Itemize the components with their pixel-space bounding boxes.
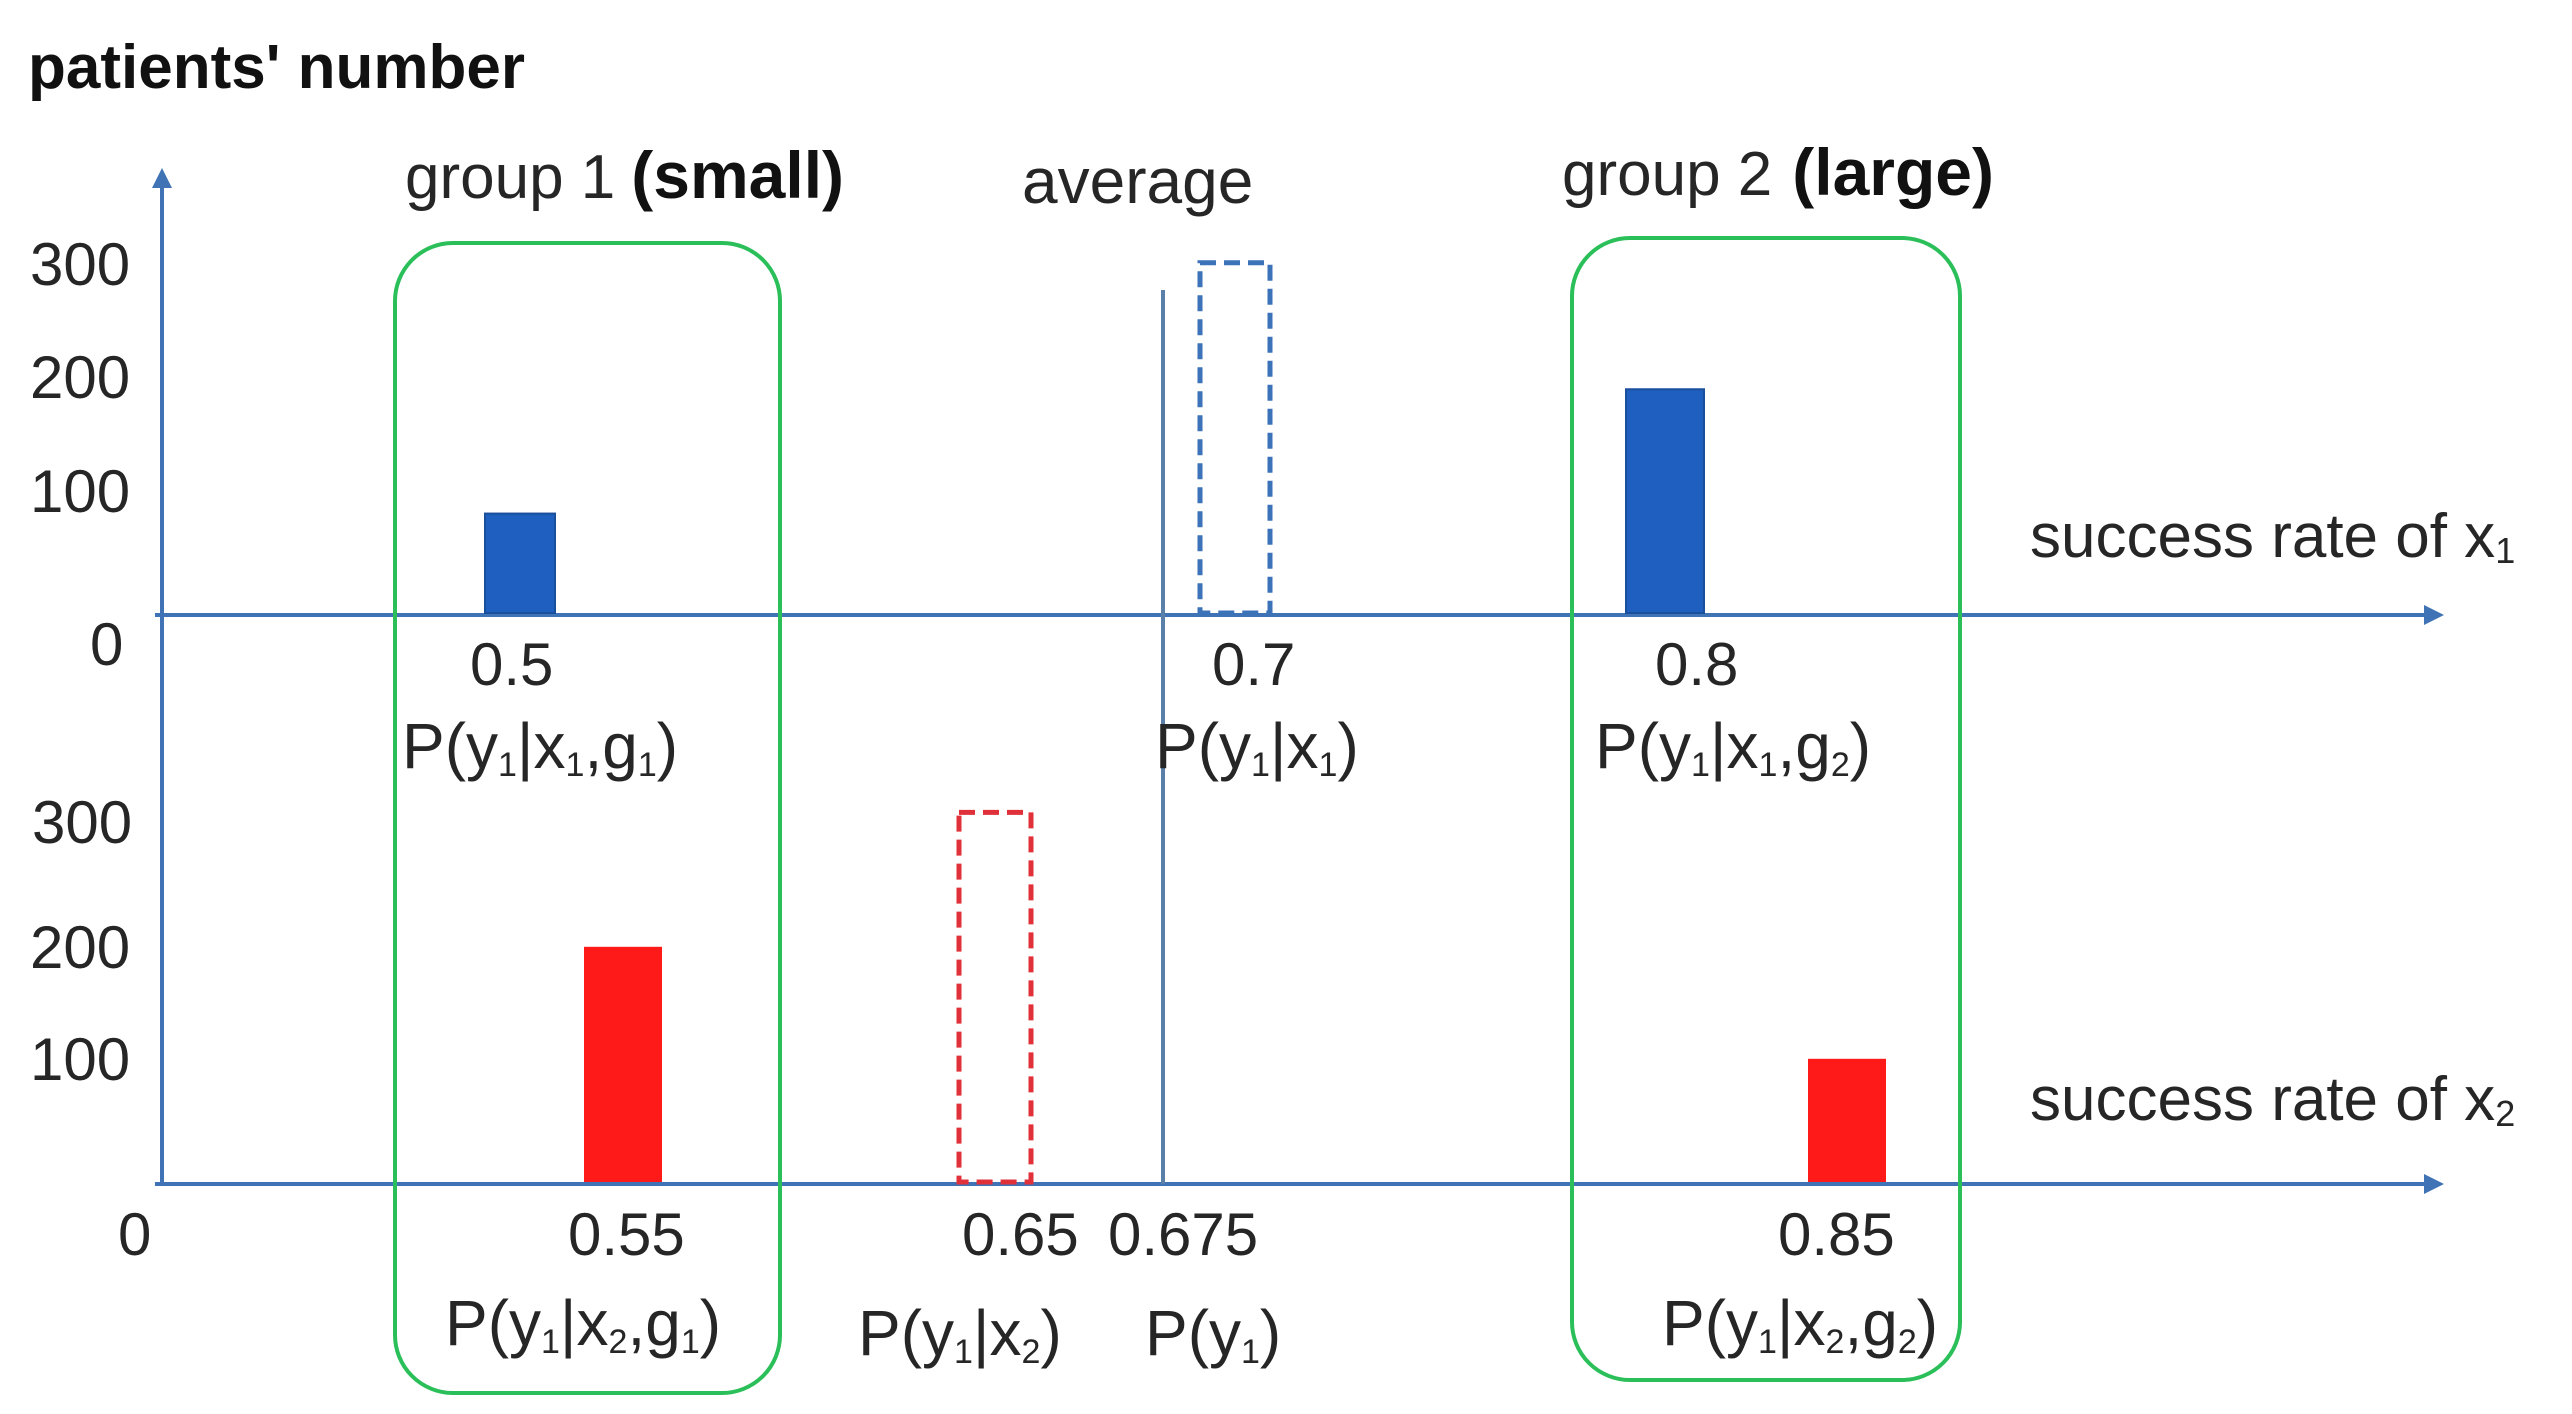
chart-title: patients' number (28, 33, 525, 102)
prob-part: P(y (402, 710, 498, 782)
prob-part: ,g (1844, 1287, 1897, 1359)
prob-sub: 1 (541, 1323, 560, 1361)
y-tick-top-200: 200 (30, 344, 130, 411)
bar-x1-group1 (484, 512, 556, 614)
prob-sub: 1 (954, 1333, 973, 1371)
y-tick-bottom-200: 200 (30, 914, 130, 981)
x-axis-label-top-sub: 1 (2495, 530, 2515, 571)
x-axis-label-bottom-text: success rate of x (2030, 1065, 2495, 1134)
prob-part: P(y (858, 1297, 954, 1369)
prob-part: ) (657, 710, 678, 782)
prob-part: P(y (1145, 1297, 1241, 1369)
prob-sub: 2 (1898, 1323, 1917, 1361)
x-tick-0.8: 0.8 (1655, 631, 1738, 698)
group1-header: group 1 (small) (405, 138, 844, 212)
bar-x2-group1 (584, 946, 662, 1182)
bar-x1-average (1197, 260, 1273, 616)
y-tick-bottom-300: 300 (32, 789, 132, 856)
prob-part: P(y (1662, 1287, 1758, 1359)
y-tick-top-0: 0 (90, 611, 123, 678)
prob-part: |x (560, 1287, 609, 1359)
prob-label-y1-x2-g1: P(y1|x2,g1) (445, 1287, 721, 1361)
prob-part: P(y (1595, 710, 1691, 782)
group2-header: group 2 (large) (1562, 135, 1994, 209)
y-tick-top-300: 300 (30, 231, 130, 298)
prob-sub: 2 (1022, 1333, 1041, 1371)
prob-part: ,g (1777, 710, 1830, 782)
prob-label-y1: P(y1) (1145, 1297, 1281, 1371)
prob-sub: 1 (1241, 1333, 1260, 1371)
prob-part: ) (1917, 1287, 1938, 1359)
prob-part: P(y (445, 1287, 541, 1359)
x-axis-label-bottom-sub: 2 (2495, 1093, 2515, 1134)
group2-box (1570, 236, 1962, 1382)
x-axis-label-top: success rate of x1 (2030, 502, 2515, 571)
prob-sub: 1 (1759, 746, 1778, 784)
group1-box (393, 241, 782, 1395)
prob-sub: 1 (1758, 1323, 1777, 1361)
prob-label-y1-x1: P(y1|x1) (1155, 710, 1359, 784)
prob-sub: 2 (1826, 1323, 1845, 1361)
x-tick-0.65: 0.65 (962, 1201, 1079, 1268)
prob-label-y1-x1-g1: P(y1|x1,g1) (402, 710, 678, 784)
y-tick-top-100: 100 (30, 458, 130, 525)
x-tick-0.675: 0.675 (1108, 1201, 1258, 1268)
prob-sub: 1 (498, 746, 517, 784)
prob-part: |x (1710, 710, 1759, 782)
bar-x2-group2 (1808, 1058, 1886, 1182)
group1-label: group 1 (405, 143, 615, 212)
prob-part: ) (1040, 1297, 1061, 1369)
x-tick-0.85: 0.85 (1778, 1201, 1895, 1268)
prob-sub: 1 (566, 746, 585, 784)
prob-part: ) (1337, 710, 1358, 782)
prob-part: |x (1270, 710, 1319, 782)
group2-size: (large) (1792, 135, 1994, 209)
x-tick-0.5: 0.5 (470, 631, 553, 698)
prob-sub: 2 (1831, 746, 1850, 784)
x-tick-0.7: 0.7 (1212, 631, 1295, 698)
average-header: average (1022, 145, 1253, 217)
bar-x1-group2 (1625, 388, 1705, 615)
prob-sub: 2 (609, 1323, 628, 1361)
prob-sub: 1 (1319, 746, 1338, 784)
group1-size: (small) (631, 138, 844, 212)
x-tick-0.55: 0.55 (568, 1201, 685, 1268)
prob-part: |x (517, 710, 566, 782)
x-axis-label-top-text: success rate of x (2030, 502, 2495, 571)
prob-part: |x (973, 1297, 1022, 1369)
x-axis-label-bottom: success rate of x2 (2030, 1065, 2515, 1134)
prob-sub: 1 (638, 746, 657, 784)
prob-part: ,g (584, 710, 637, 782)
prob-sub: 1 (1251, 746, 1270, 784)
prob-label-y1-x2-g2: P(y1|x2,g2) (1662, 1287, 1938, 1361)
prob-sub: 1 (681, 1323, 700, 1361)
prob-label-y1-x2: P(y1|x2) (858, 1297, 1062, 1371)
prob-part: ) (700, 1287, 721, 1359)
prob-sub: 1 (1691, 746, 1710, 784)
bar-x2-average (956, 809, 1034, 1185)
prob-part: |x (1777, 1287, 1826, 1359)
y-tick-bottom-0: 0 (118, 1201, 151, 1268)
prob-part: P(y (1155, 710, 1251, 782)
prob-part: ,g (627, 1287, 680, 1359)
y-tick-bottom-100: 100 (30, 1026, 130, 1093)
prob-part: ) (1850, 710, 1871, 782)
prob-part: ) (1260, 1297, 1281, 1369)
group2-label: group 2 (1562, 140, 1772, 209)
prob-label-y1-x1-g2: P(y1|x1,g2) (1595, 710, 1871, 784)
